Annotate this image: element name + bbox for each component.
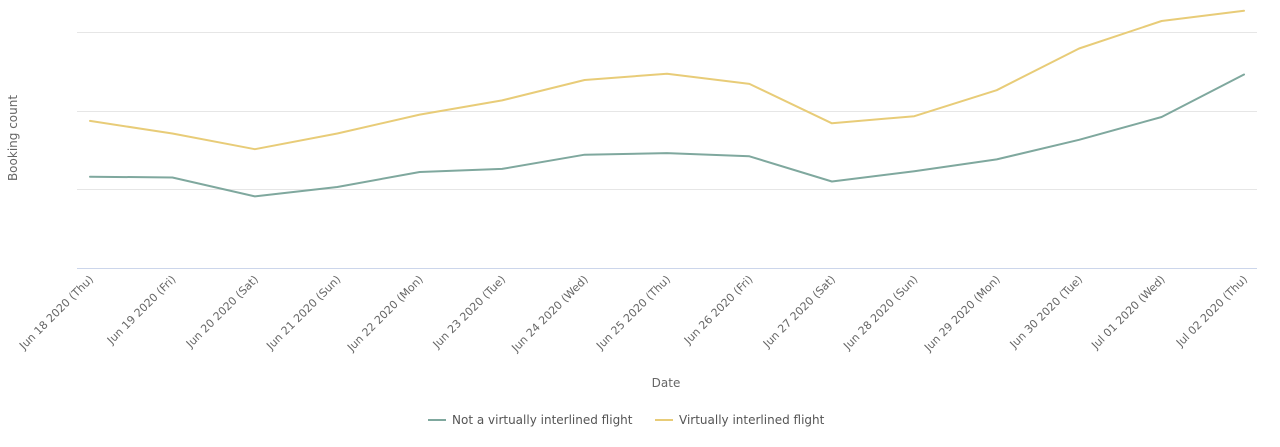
x-tick-label: Jun 23 2020 (Tue) (430, 273, 509, 352)
x-tick-label: Jun 20 2020 (Sat) (183, 273, 261, 351)
x-tick-label: Jun 27 2020 (Sat) (760, 273, 838, 351)
series-line-0 (89, 73, 1245, 198)
x-tick-label: Jul 01 2020 (Wed) (1088, 273, 1167, 352)
x-tick-label: Jun 24 2020 (Wed) (509, 273, 591, 355)
legend-label: Virtually interlined flight (679, 413, 825, 427)
legend-label: Not a virtually interlined flight (452, 413, 633, 427)
x-tick-label: Jun 28 2020 (Sun) (840, 273, 920, 353)
x-tick-label: Jun 29 2020 (Mon) (921, 273, 1003, 355)
legend-item-not-virtually-interlined[interactable]: Not a virtually interlined flight (428, 413, 633, 427)
x-tick-label: Jun 25 2020 (Thu) (593, 273, 673, 353)
series-lines (89, 9, 1245, 198)
x-tick-label: Jun 19 2020 (Fri) (104, 273, 179, 348)
x-tick-label: Jun 22 2020 (Mon) (344, 273, 426, 355)
x-tick-label: Jul 02 2020 (Thu) (1173, 273, 1250, 350)
y-axis-title: Booking count (6, 95, 20, 181)
legend-item-virtually-interlined[interactable]: Virtually interlined flight (655, 413, 825, 427)
x-tick-label: Jun 26 2020 (Fri) (681, 273, 756, 348)
series-line-1 (89, 9, 1245, 151)
x-axis-title: Date (652, 376, 681, 390)
x-tick-label: Jun 30 2020 (Tue) (1007, 273, 1086, 352)
legend: Not a virtually interlined flight Virtua… (428, 413, 825, 427)
x-tick-label: Jun 21 2020 (Sun) (263, 273, 343, 353)
x-tick-labels: Jun 18 2020 (Thu) Jun 19 2020 (Fri) Jun 20… (16, 273, 1250, 355)
x-tick-label: Jun 18 2020 (Thu) (16, 273, 96, 353)
gridlines (77, 32, 1257, 190)
